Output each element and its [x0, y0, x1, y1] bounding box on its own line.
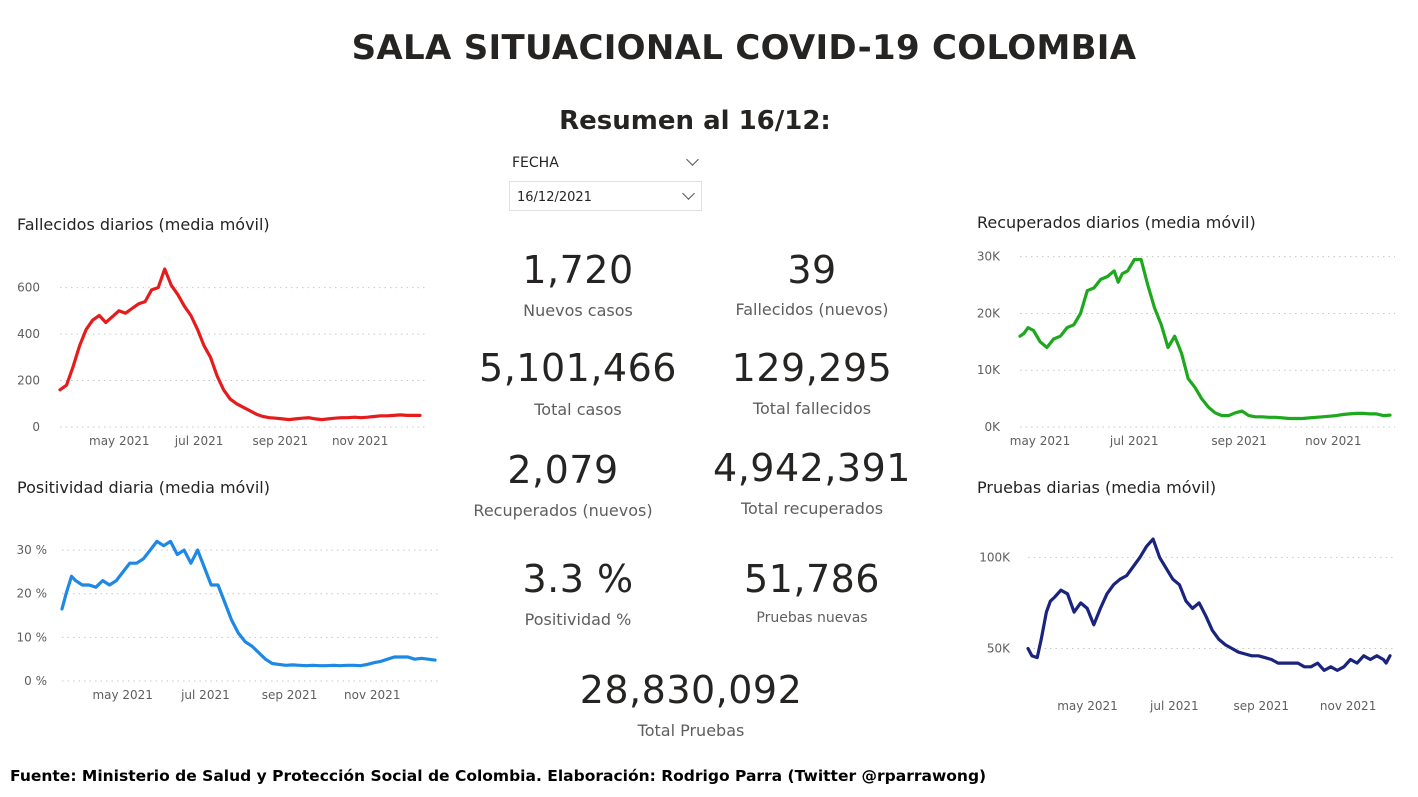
x-tick-label: jul 2021: [1149, 699, 1199, 713]
x-tick-label: nov 2021: [344, 688, 400, 702]
y-tick-label: 200: [17, 374, 40, 388]
slicer-collapse-chevron-icon[interactable]: [686, 153, 699, 166]
x-tick-label: jul 2021: [1109, 434, 1159, 448]
x-tick-label: may 2021: [92, 688, 153, 702]
x-tick-label: may 2021: [89, 434, 150, 448]
chart-title-fallecidos: Fallecidos diarios (media móvil): [17, 215, 270, 234]
kpi-nuevos-casos-value: 1,720: [522, 248, 634, 292]
x-tick-label: sep 2021: [262, 688, 318, 702]
kpi-nuevos-casos-label: Nuevos casos: [523, 301, 633, 320]
chart-title-recuperados: Recuperados diarios (media móvil): [977, 213, 1256, 232]
y-tick-label: 10 %: [17, 630, 48, 644]
kpi-pruebas-nuevas-value: 51,786: [744, 557, 880, 601]
kpi-total-fallecidos-label: Total fallecidos: [752, 399, 872, 418]
y-tick-label: 20K: [977, 306, 1001, 320]
kpi-total-recuperados-label: Total recuperados: [740, 499, 884, 518]
date-dropdown-value: 16/12/2021: [517, 190, 592, 205]
chart-recuperados: 0K 10K 20K 30K may 2021 jul 2021 sep 2021 nov 2…: [977, 250, 1395, 448]
kpi-total-fallecidos-value: 129,295: [731, 346, 893, 390]
x-tick-label: sep 2021: [1233, 699, 1289, 713]
chart-pruebas: 50K 100K may 2021 jul 2021 sep 2021 nov 2021: [979, 537, 1395, 713]
y-tick-label: 30K: [977, 250, 1001, 264]
date-slicer-label: FECHA: [512, 155, 559, 171]
y-tick-label: 20 %: [17, 587, 48, 601]
y-tick-label: 10K: [977, 363, 1001, 377]
series-line: [58, 267, 422, 422]
source-footer: Fuente: Ministerio de Salud y Protección…: [10, 767, 987, 785]
y-tick-label: 30 %: [17, 543, 48, 557]
y-tick-label: 600: [17, 281, 40, 295]
x-tick-label: may 2021: [1010, 434, 1071, 448]
x-tick-label: nov 2021: [332, 434, 388, 448]
kpi-total-recuperados-value: 4,942,391: [713, 446, 911, 490]
chevron-down-icon: [682, 187, 695, 200]
x-tick-label: sep 2021: [1211, 434, 1267, 448]
y-tick-label: 0K: [984, 420, 1001, 434]
y-tick-label: 0: [32, 420, 40, 434]
kpi-total-pruebas-value: 28,830,092: [579, 668, 803, 712]
kpi-fallecidos-nuevos-label: Fallecidos (nuevos): [735, 300, 889, 319]
summary-subtitle: Resumen al 16/12:: [559, 106, 831, 136]
kpi-recuperados-nuevos-value: 2,079: [507, 448, 619, 492]
x-tick-label: sep 2021: [252, 434, 308, 448]
x-tick-label: may 2021: [1057, 699, 1118, 713]
kpi-total-casos-label: Total casos: [534, 400, 622, 419]
dashboard-title: SALA SITUACIONAL COVID-19 COLOMBIA: [351, 28, 1137, 68]
y-tick-label: 0 %: [24, 674, 47, 688]
x-tick-label: nov 2021: [1320, 699, 1376, 713]
chart-title-pruebas: Pruebas diarias (media móvil): [977, 478, 1217, 497]
x-tick-label: jul 2021: [180, 688, 230, 702]
chart-positividad: 0 % 10 % 20 % 30 % may 2021 jul 2021 sep 2021 n…: [17, 539, 440, 702]
date-dropdown[interactable]: 16/12/2021: [509, 181, 702, 211]
chart-title-positividad: Positividad diaria (media móvil): [17, 478, 270, 497]
series-line: [60, 539, 437, 668]
x-tick-label: nov 2021: [1305, 434, 1361, 448]
y-tick-label: 50K: [987, 642, 1011, 656]
kpi-total-casos-value: 5,101,466: [479, 346, 677, 390]
x-tick-label: jul 2021: [174, 434, 224, 448]
y-tick-label: 400: [17, 327, 40, 341]
kpi-positividad-value: 3.3 %: [522, 557, 634, 601]
series-line: [1018, 257, 1392, 421]
kpi-total-pruebas-label: Total Pruebas: [637, 721, 745, 740]
y-tick-label: 100K: [979, 550, 1011, 564]
kpi-fallecidos-nuevos-value: 39: [787, 248, 837, 292]
kpi-pruebas-nuevas-label: Pruebas nuevas: [756, 610, 868, 626]
kpi-positividad-label: Positividad %: [524, 610, 632, 629]
kpi-recuperados-nuevos-label: Recuperados (nuevos): [473, 501, 653, 520]
series-line: [1026, 537, 1392, 672]
chart-fallecidos: 0 200 400 600 may 2021 jul 2021 sep 2021 nov 20…: [17, 267, 425, 448]
